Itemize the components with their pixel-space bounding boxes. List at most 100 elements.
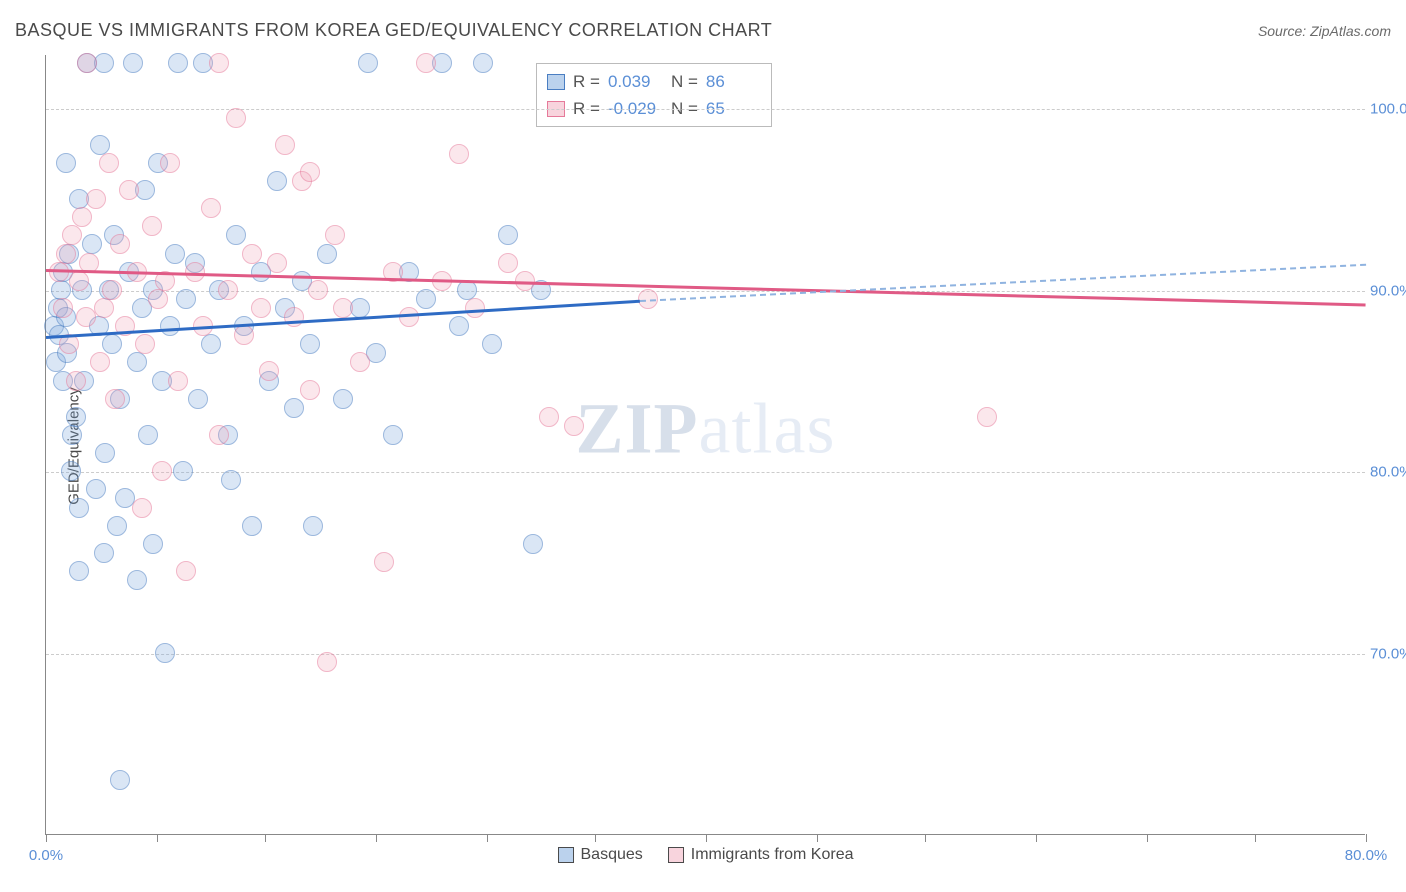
data-point	[449, 144, 469, 164]
source-attribution: Source: ZipAtlas.com	[1258, 23, 1391, 39]
xtick	[595, 834, 596, 842]
data-point	[977, 407, 997, 427]
legend-swatch-pink-icon	[668, 847, 684, 863]
swatch-blue-icon	[547, 74, 565, 90]
gridline	[46, 472, 1365, 473]
data-point	[135, 334, 155, 354]
data-point	[51, 280, 71, 300]
data-point	[242, 516, 262, 536]
data-point	[56, 153, 76, 173]
xtick	[157, 834, 158, 842]
data-point	[300, 334, 320, 354]
data-point	[86, 189, 106, 209]
data-point	[284, 398, 304, 418]
data-point	[62, 225, 82, 245]
data-point	[176, 561, 196, 581]
data-point	[267, 253, 287, 273]
data-point	[350, 352, 370, 372]
data-point	[303, 516, 323, 536]
gridline	[46, 109, 1365, 110]
data-point	[308, 280, 328, 300]
data-point	[95, 443, 115, 463]
trendline-basques-extrapolated	[640, 264, 1366, 303]
xtick	[1255, 834, 1256, 842]
data-point	[383, 425, 403, 445]
data-point	[374, 552, 394, 572]
data-point	[523, 534, 543, 554]
data-point	[325, 225, 345, 245]
data-point	[90, 135, 110, 155]
legend-label-basques: Basques	[581, 846, 643, 864]
data-point	[99, 153, 119, 173]
xtick	[1036, 834, 1037, 842]
gridline	[46, 291, 1365, 292]
data-point	[300, 162, 320, 182]
chart-title: BASQUE VS IMMIGRANTS FROM KOREA GED/EQUI…	[15, 20, 772, 41]
data-point	[94, 298, 114, 318]
data-point	[62, 425, 82, 445]
r-label: R =	[573, 68, 600, 95]
data-point	[284, 307, 304, 327]
data-point	[416, 53, 436, 73]
data-point	[188, 389, 208, 409]
correlation-stats-legend: R = 0.039 N = 86 R = -0.029 N = 65	[536, 63, 772, 127]
data-point	[259, 361, 279, 381]
data-point	[53, 298, 73, 318]
data-point	[165, 244, 185, 264]
xtick	[1366, 834, 1367, 842]
xtick	[46, 834, 47, 842]
data-point	[482, 334, 502, 354]
data-point	[66, 407, 86, 427]
data-point	[69, 271, 89, 291]
data-point	[539, 407, 559, 427]
data-point	[123, 53, 143, 73]
data-point	[66, 371, 86, 391]
data-point	[176, 289, 196, 309]
data-point	[275, 135, 295, 155]
xtick	[925, 834, 926, 842]
data-point	[399, 307, 419, 327]
data-point	[138, 425, 158, 445]
data-point	[185, 262, 205, 282]
data-point	[234, 325, 254, 345]
n-label: N =	[671, 68, 698, 95]
data-point	[242, 244, 262, 264]
data-point	[473, 53, 493, 73]
data-point	[56, 244, 76, 264]
ytick-label: 90.0%	[1370, 282, 1406, 299]
data-point	[457, 280, 477, 300]
xtick-label: 0.0%	[29, 847, 63, 864]
legend-item-basques: Basques	[558, 846, 643, 864]
series-legend: Basques Immigrants from Korea	[558, 846, 854, 864]
data-point	[69, 561, 89, 581]
data-point	[358, 53, 378, 73]
data-point	[94, 543, 114, 563]
legend-label-korea: Immigrants from Korea	[691, 846, 854, 864]
data-point	[107, 516, 127, 536]
legend-item-korea: Immigrants from Korea	[668, 846, 854, 864]
data-point	[72, 207, 92, 227]
data-point	[317, 244, 337, 264]
data-point	[82, 234, 102, 254]
data-point	[218, 280, 238, 300]
data-point	[110, 770, 130, 790]
watermark: ZIPatlas	[576, 387, 836, 470]
data-point	[173, 461, 193, 481]
data-point	[127, 352, 147, 372]
data-point	[142, 216, 162, 236]
data-point	[226, 225, 246, 245]
data-point	[148, 289, 168, 309]
data-point	[61, 461, 81, 481]
data-point	[102, 280, 122, 300]
data-point	[300, 380, 320, 400]
xtick	[706, 834, 707, 842]
data-point	[449, 316, 469, 336]
stats-row-basques: R = 0.039 N = 86	[547, 68, 761, 95]
ytick-label: 80.0%	[1370, 464, 1406, 481]
data-point	[226, 108, 246, 128]
ytick-label: 70.0%	[1370, 645, 1406, 662]
data-point	[317, 652, 337, 672]
data-point	[209, 425, 229, 445]
data-point	[416, 289, 436, 309]
data-point	[465, 298, 485, 318]
